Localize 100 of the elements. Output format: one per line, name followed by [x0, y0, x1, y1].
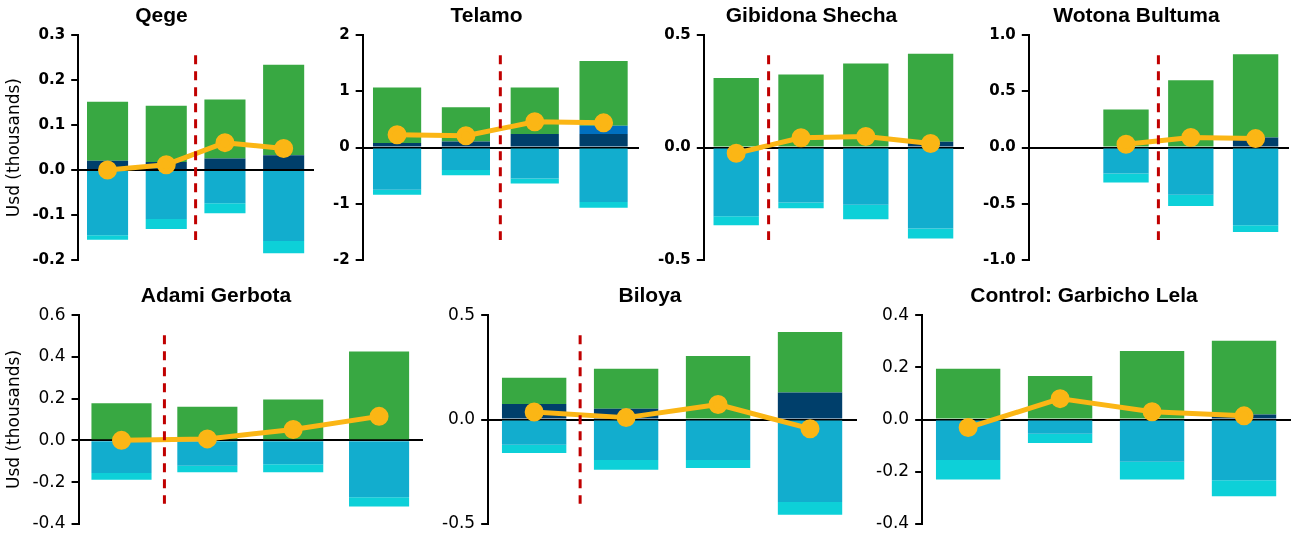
point: [112, 430, 131, 450]
point: [156, 155, 176, 175]
bar: [1232, 225, 1279, 232]
bar: [843, 204, 889, 220]
y-tick-label: 0.3: [38, 25, 66, 44]
point: [215, 133, 235, 153]
y-axis-title: Usd (thousands): [2, 349, 23, 490]
y-tick-label: 0.1: [38, 115, 66, 134]
bar: [935, 459, 1001, 480]
chart-title: Wotona Bultuma: [1053, 3, 1221, 27]
bar: [777, 331, 843, 393]
bar: [778, 202, 824, 209]
y-tick-label: 0.5: [989, 81, 1016, 100]
bar: [263, 464, 324, 473]
bar: [441, 148, 491, 171]
bar: [713, 216, 759, 226]
point: [283, 420, 303, 440]
bar: [713, 77, 759, 147]
y-tick-label: 0.2: [38, 70, 66, 89]
bar: [372, 148, 422, 190]
bar: [263, 441, 324, 465]
y-tick-label: -1: [332, 193, 350, 212]
bar: [501, 377, 567, 405]
bar: [177, 441, 238, 466]
bar: [579, 134, 628, 147]
bar: [777, 420, 843, 503]
point: [456, 126, 476, 146]
y-tick-label: 0: [339, 137, 350, 156]
y-tick-label: 2: [339, 25, 350, 44]
point: [958, 418, 978, 438]
y-tick-label: -0.4: [876, 512, 910, 533]
bar: [145, 219, 187, 229]
y-tick-label: 1.0: [989, 25, 1016, 44]
bar: [510, 178, 559, 184]
bar: [204, 158, 246, 170]
y-tick-label: 0.5: [664, 25, 691, 44]
bar: [204, 203, 246, 214]
bar: [777, 392, 843, 419]
point: [1142, 402, 1162, 422]
point: [525, 112, 545, 132]
y-tick-label: -0.5: [442, 512, 476, 533]
chart-title: Telamo: [450, 3, 523, 27]
chart-title: Gibidona Shecha: [725, 3, 898, 27]
bar: [685, 420, 751, 460]
bar: [1168, 194, 1214, 207]
bar: [593, 420, 659, 460]
y-tick-label: 0.6: [38, 303, 66, 324]
bar: [510, 134, 559, 147]
point: [98, 160, 118, 180]
bar: [1119, 461, 1185, 480]
bar: [263, 171, 305, 242]
bar: [91, 441, 152, 473]
y-tick-label: 0.0: [664, 137, 691, 156]
bar: [1027, 420, 1093, 434]
bar: [1103, 173, 1149, 183]
y-tick-label: -1.0: [982, 249, 1016, 268]
point: [1234, 406, 1254, 426]
bar: [87, 235, 129, 240]
y-tick-label: 0.5: [448, 303, 476, 324]
bar: [349, 497, 410, 507]
chart-title: Control: Garbicho Lela: [970, 283, 1199, 307]
y-tick-label: 0.4: [38, 345, 66, 366]
bar: [579, 148, 628, 203]
y-tick-label: 0.0: [38, 428, 66, 449]
bar: [843, 148, 889, 205]
bar: [177, 465, 238, 473]
bar: [372, 189, 422, 195]
chart-title: Biloya: [618, 283, 682, 307]
bar: [907, 228, 954, 239]
bar: [685, 459, 751, 468]
bar: [1119, 420, 1185, 462]
chart-title: Qege: [135, 3, 188, 27]
y-tick-label: -0.5: [657, 249, 691, 268]
bar: [907, 148, 954, 229]
bar: [777, 502, 843, 515]
y-tick-label: -0.2: [32, 249, 66, 268]
point: [1246, 129, 1266, 149]
y-tick-label: -0.4: [32, 512, 66, 533]
y-axis-title: Usd (thousands): [2, 78, 23, 218]
chart-title: Adami Gerbota: [140, 283, 292, 307]
bar: [501, 444, 567, 454]
bar: [349, 441, 410, 498]
y-tick-label: 0.4: [882, 303, 910, 324]
y-tick-label: -0.2: [876, 460, 910, 481]
bar: [372, 143, 422, 147]
y-tick-label: 0.2: [882, 355, 910, 376]
bar: [204, 171, 246, 204]
y-tick-label: -0.1: [32, 204, 66, 223]
point: [594, 113, 614, 133]
bar: [1211, 480, 1277, 497]
bar: [579, 202, 628, 208]
bar: [1232, 54, 1279, 138]
y-tick-label: 0.0: [882, 407, 910, 428]
y-tick-label: 0.0: [989, 137, 1016, 156]
point: [369, 406, 389, 426]
point: [1181, 127, 1201, 147]
bar: [778, 148, 824, 203]
bar: [1211, 420, 1277, 481]
y-tick-label: -0.2: [32, 470, 66, 491]
point: [197, 429, 217, 449]
